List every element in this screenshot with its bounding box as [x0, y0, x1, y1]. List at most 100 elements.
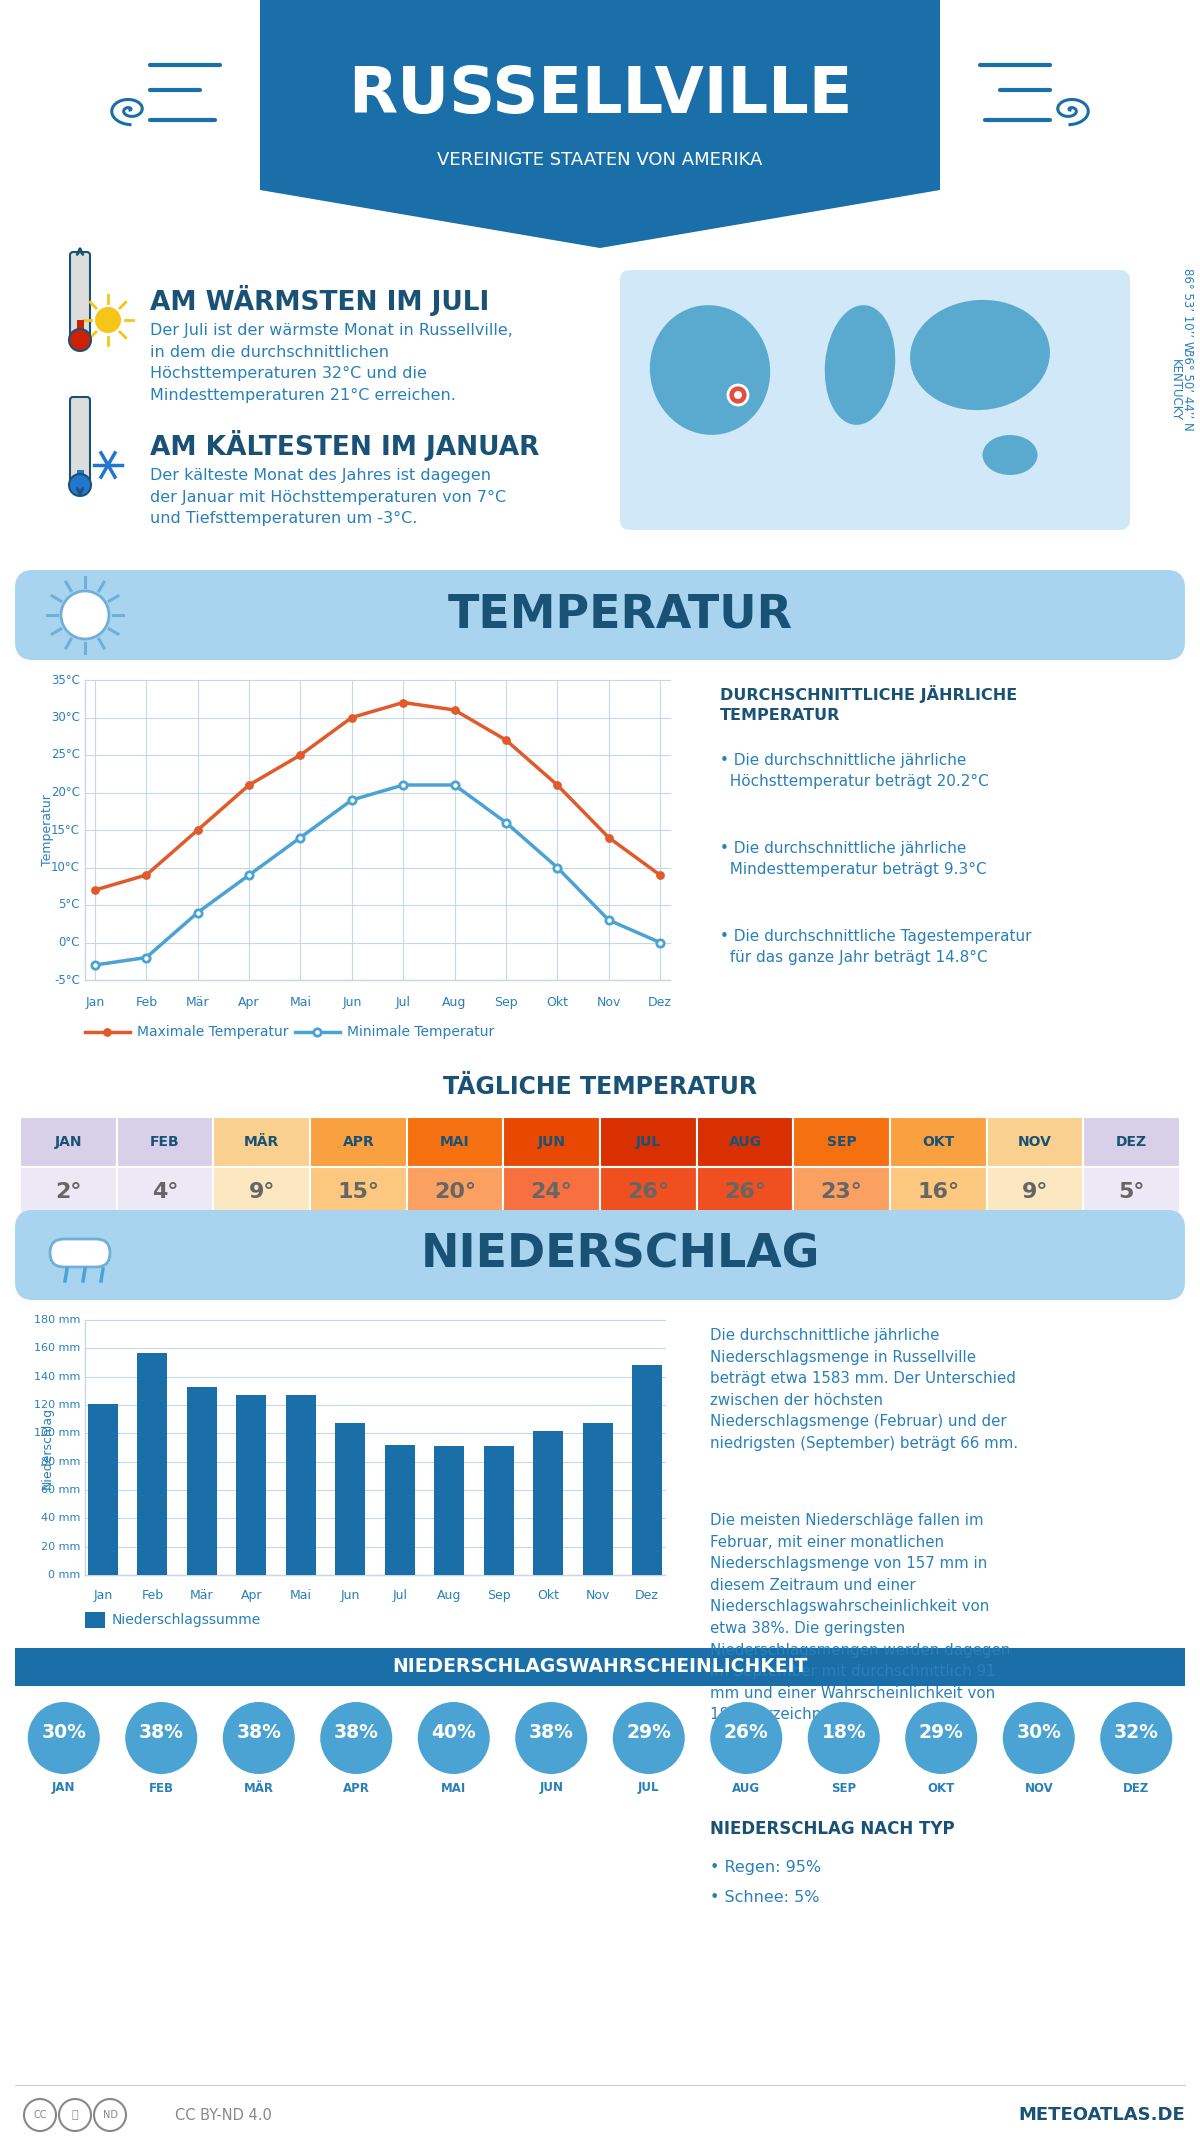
- Text: Okt: Okt: [538, 1590, 559, 1603]
- Ellipse shape: [824, 306, 895, 426]
- Circle shape: [95, 306, 121, 334]
- Text: Jan: Jan: [94, 1590, 113, 1603]
- FancyBboxPatch shape: [50, 1239, 110, 1267]
- Text: JAN: JAN: [54, 1134, 82, 1149]
- Text: • Regen: 95%: • Regen: 95%: [710, 1860, 821, 1875]
- Point: [240, 858, 259, 892]
- Text: TÄGLICHE TEMPERATUR: TÄGLICHE TEMPERATUR: [443, 1074, 757, 1100]
- Bar: [187, 1387, 217, 1575]
- Text: 25°C: 25°C: [50, 749, 80, 762]
- FancyBboxPatch shape: [620, 270, 1130, 531]
- Bar: [484, 1447, 514, 1575]
- Text: 180 mm: 180 mm: [34, 1314, 80, 1325]
- Text: 36° 50’ 44’’ N: 36° 50’ 44’’ N: [1182, 349, 1194, 430]
- Bar: [236, 1395, 266, 1575]
- Text: Mai: Mai: [290, 1590, 312, 1603]
- Text: METEOATLAS.DE: METEOATLAS.DE: [1019, 2106, 1186, 2125]
- Text: Die durchschnittliche jährliche
Niederschlagsmenge in Russellville
beträgt etwa : Die durchschnittliche jährliche Niedersc…: [710, 1329, 1018, 1451]
- Bar: [434, 1447, 464, 1575]
- Text: Der kälteste Monat des Jahres ist dagegen
der Januar mit Höchsttemperaturen von : Der kälteste Monat des Jahres ist dagege…: [150, 469, 506, 526]
- Text: • Schnee: 5%: • Schnee: 5%: [710, 1890, 820, 1905]
- Text: RUSSELLVILLE: RUSSELLVILLE: [348, 64, 852, 126]
- Circle shape: [728, 385, 748, 404]
- Text: 16°: 16°: [917, 1181, 959, 1203]
- Bar: [116, 1117, 214, 1166]
- Text: • Die durchschnittliche jährliche
  Höchsttemperatur beträgt 20.2°C: • Die durchschnittliche jährliche Höchst…: [720, 753, 989, 790]
- Bar: [310, 1117, 407, 1166]
- Bar: [286, 1395, 316, 1575]
- Text: NOV: NOV: [1025, 1780, 1054, 1795]
- Circle shape: [905, 1701, 977, 1774]
- Text: 38%: 38%: [236, 1723, 281, 1742]
- Point: [290, 820, 310, 854]
- Point: [394, 685, 413, 719]
- Circle shape: [734, 392, 742, 398]
- Text: 26°: 26°: [628, 1181, 670, 1203]
- Bar: [214, 1117, 310, 1166]
- Text: Aug: Aug: [437, 1590, 461, 1603]
- Text: JUL: JUL: [638, 1780, 660, 1795]
- Circle shape: [808, 1701, 880, 1774]
- Point: [394, 768, 413, 802]
- Bar: [77, 321, 84, 336]
- Bar: [503, 1117, 600, 1166]
- Bar: [697, 1117, 793, 1166]
- Text: 30°C: 30°C: [52, 710, 80, 723]
- Text: Jun: Jun: [341, 1590, 360, 1603]
- Text: 86° 53’ 10’’ W: 86° 53’ 10’’ W: [1182, 268, 1194, 353]
- Bar: [20, 1117, 116, 1166]
- Text: 23°: 23°: [821, 1181, 863, 1203]
- Text: Aug: Aug: [443, 995, 467, 1008]
- Text: JUN: JUN: [538, 1134, 565, 1149]
- Text: Niederschlagssumme: Niederschlagssumme: [112, 1614, 262, 1626]
- Text: NIEDERSCHLAG: NIEDERSCHLAG: [420, 1233, 820, 1278]
- Bar: [138, 1352, 168, 1575]
- Text: 0°C: 0°C: [59, 935, 80, 948]
- Text: Maximale Temperatur: Maximale Temperatur: [137, 1025, 288, 1040]
- Bar: [85, 1611, 106, 1629]
- Ellipse shape: [650, 306, 770, 434]
- Text: Jun: Jun: [342, 995, 361, 1008]
- Text: MÄR: MÄR: [244, 1134, 280, 1149]
- Text: 24°: 24°: [530, 1181, 572, 1203]
- Text: SEP: SEP: [827, 1134, 857, 1149]
- Text: KENTUCKY: KENTUCKY: [1169, 360, 1182, 422]
- Circle shape: [223, 1701, 295, 1774]
- Text: 20°: 20°: [434, 1181, 476, 1203]
- Point: [497, 805, 516, 839]
- Bar: [533, 1430, 563, 1575]
- Bar: [260, 0, 940, 190]
- Text: 38%: 38%: [139, 1723, 184, 1742]
- Text: 15°C: 15°C: [50, 824, 80, 837]
- Text: 120 mm: 120 mm: [34, 1400, 80, 1410]
- Circle shape: [320, 1701, 392, 1774]
- Bar: [986, 1117, 1084, 1166]
- Point: [188, 895, 208, 929]
- Point: [188, 813, 208, 847]
- Point: [650, 858, 670, 892]
- Text: JUL: JUL: [636, 1134, 661, 1149]
- Text: Sep: Sep: [494, 995, 517, 1008]
- Text: FEB: FEB: [150, 1134, 180, 1149]
- Point: [342, 700, 361, 734]
- Text: MÄR: MÄR: [244, 1780, 274, 1795]
- Point: [85, 948, 104, 982]
- Text: ND: ND: [102, 2110, 118, 2121]
- Text: SEP: SEP: [832, 1780, 857, 1795]
- Text: 2°: 2°: [55, 1181, 82, 1203]
- Text: Sep: Sep: [487, 1590, 510, 1603]
- Text: 40%: 40%: [431, 1723, 476, 1742]
- Bar: [632, 1365, 662, 1575]
- Text: Nov: Nov: [596, 995, 620, 1008]
- Text: Mär: Mär: [186, 995, 210, 1008]
- Text: Die meisten Niederschläge fallen im
Februar, mit einer monatlichen
Niederschlags: Die meisten Niederschläge fallen im Febr…: [710, 1513, 1010, 1723]
- Text: AUG: AUG: [728, 1134, 762, 1149]
- Bar: [793, 1166, 890, 1218]
- Text: NIEDERSCHLAGSWAHRSCHEINLICHKEIT: NIEDERSCHLAGSWAHRSCHEINLICHKEIT: [392, 1658, 808, 1676]
- Bar: [890, 1166, 986, 1218]
- Text: CC BY-ND 4.0: CC BY-ND 4.0: [175, 2108, 272, 2123]
- Circle shape: [418, 1701, 490, 1774]
- Bar: [986, 1166, 1084, 1218]
- Bar: [1084, 1166, 1180, 1218]
- Text: Dez: Dez: [635, 1590, 659, 1603]
